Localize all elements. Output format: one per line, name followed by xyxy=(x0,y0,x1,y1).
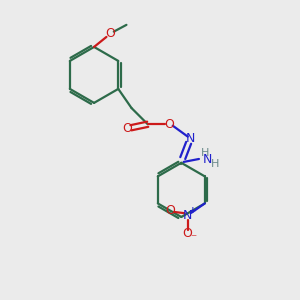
Text: N: N xyxy=(185,133,195,146)
Text: N: N xyxy=(202,153,212,167)
Text: O: O xyxy=(166,204,176,217)
Text: O: O xyxy=(105,27,115,40)
Text: O: O xyxy=(122,122,132,135)
Text: ⁻: ⁻ xyxy=(190,232,196,245)
Text: H: H xyxy=(210,159,219,169)
Text: O: O xyxy=(164,118,174,131)
Text: H: H xyxy=(201,148,209,158)
Text: O: O xyxy=(183,227,193,240)
Text: +: + xyxy=(189,206,196,215)
Text: N: N xyxy=(183,209,192,222)
